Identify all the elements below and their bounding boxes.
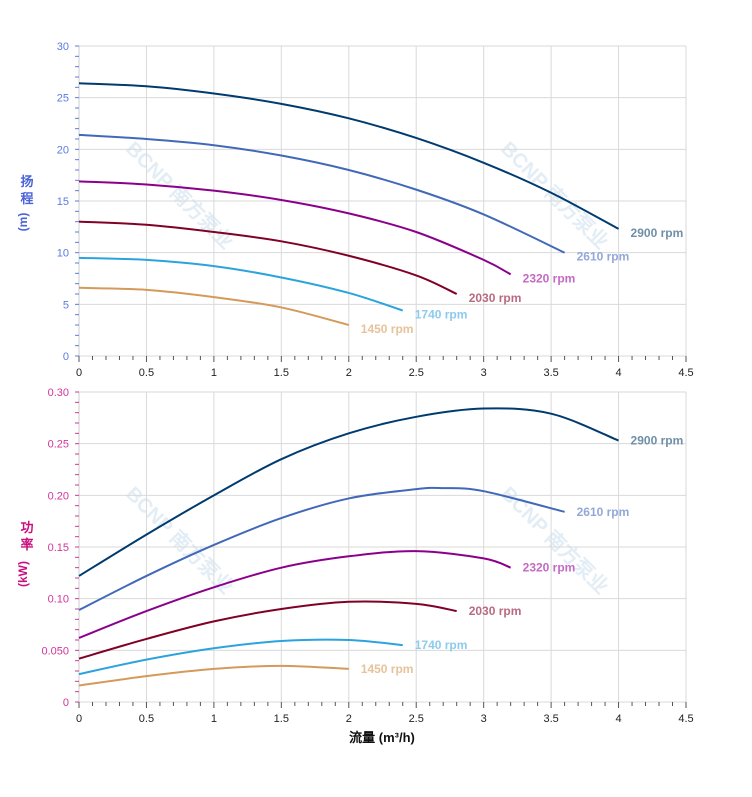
y-axis-unit: (m): [16, 213, 30, 232]
x-tick-label: 4: [615, 713, 621, 725]
x-tick-label: 1: [211, 713, 217, 725]
series-label: 1450 rpm: [361, 662, 414, 676]
x-tick-label: 3: [481, 367, 487, 379]
y-axis-title: 功: [20, 520, 33, 535]
y-tick-label: 30: [57, 41, 69, 53]
series-label: 1450 rpm: [361, 322, 414, 336]
series-label: 2610 rpm: [577, 250, 630, 264]
x-tick-label: 0.5: [139, 367, 154, 379]
x-tick-label: 0.5: [139, 713, 154, 725]
y-tick-label: 0.30: [48, 387, 69, 399]
y-axis-unit: (kW): [16, 561, 30, 587]
y-tick-label: 10: [57, 248, 69, 260]
y-tick-label: 0.20: [48, 490, 69, 502]
x-tick-label: 1.5: [274, 713, 289, 725]
y-axis-title: 率: [20, 537, 33, 552]
y-tick-label: 0.050: [41, 645, 69, 657]
series-line-1740-rpm: [78, 638, 403, 676]
y-axis-title: 程: [20, 191, 33, 206]
series-line-2610-rpm: [78, 486, 565, 611]
y-tick-label: 20: [57, 144, 69, 156]
y-tick-label: 25: [57, 93, 69, 105]
x-tick-label: 1: [211, 367, 217, 379]
series-line-2900-rpm: [78, 82, 620, 230]
y-tick-label: 0: [63, 697, 69, 709]
x-tick-label: 2.5: [409, 713, 424, 725]
series-line-2320-rpm: [78, 550, 512, 639]
series-label: 2030 rpm: [469, 291, 522, 305]
x-tick-label: 1.5: [274, 367, 289, 379]
series-line-1450-rpm: [78, 286, 350, 326]
x-tick-label: 4.5: [678, 367, 693, 379]
y-axis-title: 扬: [20, 174, 33, 189]
series-line-1450-rpm: [78, 664, 349, 687]
y-tick-label: 0: [63, 351, 69, 363]
series-line-2030-rpm: [78, 220, 458, 295]
series-label: 2030 rpm: [469, 604, 522, 618]
series-line-2900-rpm: [78, 407, 619, 577]
series-label: 1740 rpm: [415, 308, 468, 322]
x-tick-label: 2: [346, 713, 352, 725]
x-tick-label: 3: [481, 713, 487, 725]
x-tick-label: 0: [76, 367, 82, 379]
y-tick-label: 5: [63, 299, 69, 311]
series-label: 2900 rpm: [631, 226, 684, 240]
y-tick-label: 0.15: [48, 542, 69, 554]
x-tick-label: 2.5: [409, 367, 424, 379]
x-axis-title: 流量 (m³/h): [349, 730, 415, 745]
series-label: 2320 rpm: [523, 271, 576, 285]
x-tick-label: 2: [346, 367, 352, 379]
x-tick-label: 0: [76, 713, 82, 725]
watermark-logo: BCNP 南方泵业: [121, 136, 238, 253]
chart-panel-2: BCNP 南方泵业 BCNP 南方泵业00.0500.100.150.200.25…: [16, 387, 694, 725]
series-label: 2320 rpm: [523, 561, 576, 575]
series-line-2320-rpm: [78, 180, 512, 276]
y-tick-label: 0.25: [48, 439, 69, 451]
series-label: 1740 rpm: [415, 638, 468, 652]
y-tick-label: 15: [57, 196, 69, 208]
x-tick-label: 4: [615, 367, 621, 379]
series-line-1740-rpm: [78, 256, 404, 312]
x-tick-label: 3.5: [543, 367, 558, 379]
series-line-2030-rpm: [78, 600, 457, 660]
series-line-2610-rpm: [78, 133, 566, 254]
series-label: 2610 rpm: [577, 505, 630, 519]
series-label: 2900 rpm: [631, 434, 684, 448]
y-tick-label: 0.10: [48, 594, 69, 606]
x-tick-label: 4.5: [678, 713, 693, 725]
x-tick-label: 3.5: [543, 713, 558, 725]
